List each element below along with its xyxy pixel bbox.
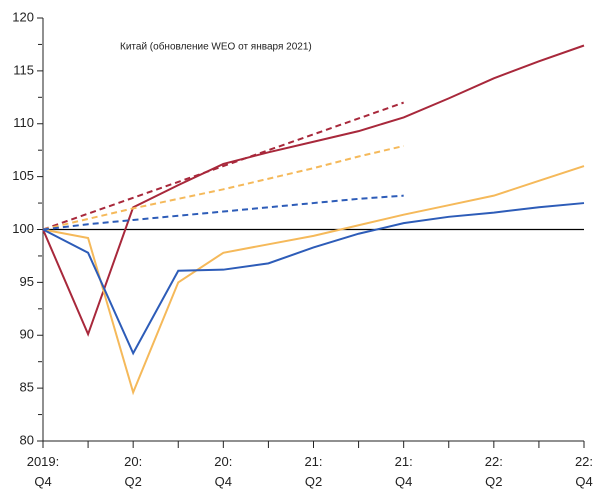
x-tick-label: 20: Q2 [124, 454, 143, 489]
y-tick-label: 85 [20, 380, 34, 395]
y-tick-label: 110 [13, 115, 34, 130]
series-line [42, 44, 585, 337]
series-line [42, 101, 404, 231]
x-tick-label: 22: Q2 [484, 454, 503, 489]
x-tick-label: 2019: Q4 [26, 454, 60, 489]
x-tick-label: 20: Q4 [214, 454, 233, 489]
y-tick-label: 95 [20, 274, 34, 289]
y-tick-label: 105 [12, 168, 34, 183]
y-tick-label: 80 [20, 432, 34, 447]
x-tick-label: 22: Q4 [574, 454, 594, 489]
series-line [42, 144, 404, 231]
x-tick-label: 21: Q2 [304, 454, 323, 489]
x-tick-label: 21: Q4 [394, 454, 413, 489]
y-tick-label: 90 [20, 327, 34, 342]
y-tick-label: 120 [12, 9, 34, 24]
y-tick-label: 100 [12, 221, 34, 236]
series-line [42, 165, 585, 396]
y-tick-label: 115 [13, 62, 34, 77]
series-line [42, 194, 404, 231]
annotation: Китай (обновление WEO от января 2021) [120, 41, 312, 53]
series-line [42, 202, 585, 356]
